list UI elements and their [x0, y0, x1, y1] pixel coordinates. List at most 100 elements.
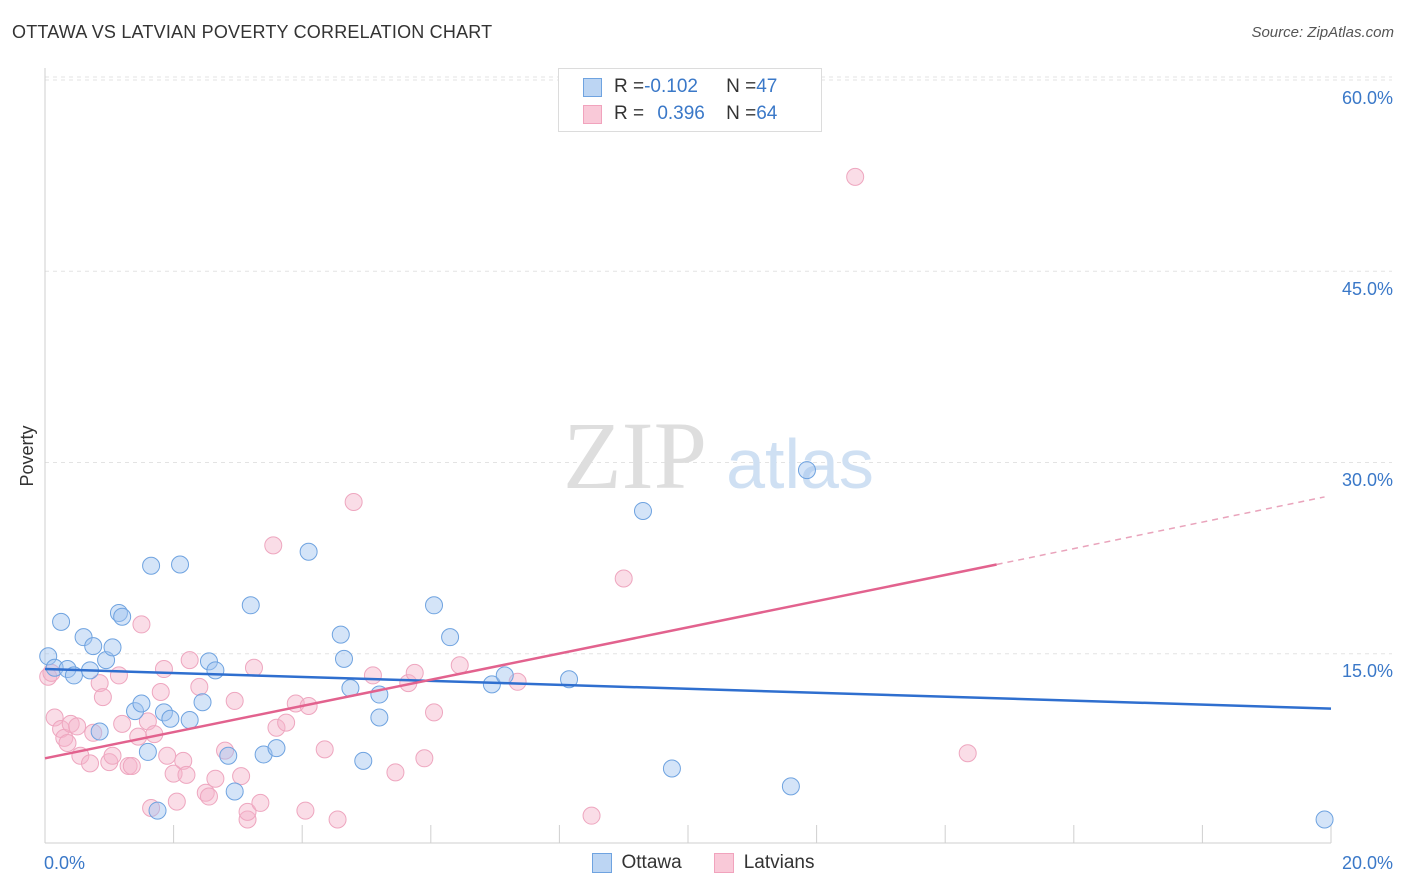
data-point-latvians: [113, 714, 132, 733]
y-tick-label: 30.0%: [1342, 470, 1393, 490]
data-point-latvians: [132, 615, 151, 634]
data-point-ottawa: [171, 555, 190, 574]
data-point-ottawa: [132, 694, 151, 713]
data-point-latvians: [425, 703, 444, 722]
n-label: N =: [726, 103, 757, 124]
data-point-latvians: [177, 765, 196, 784]
series-legend: Ottawa Latvians: [0, 852, 1406, 874]
data-point-ottawa: [560, 670, 579, 689]
data-point-latvians: [315, 740, 334, 759]
data-point-latvians: [68, 717, 87, 736]
data-point-ottawa: [241, 596, 260, 615]
data-point-ottawa: [90, 722, 109, 741]
n-label: N =: [726, 76, 757, 97]
data-point-ottawa: [84, 637, 103, 656]
data-point-latvians: [151, 683, 170, 701]
data-point-ottawa: [1315, 810, 1334, 829]
data-point-latvians: [167, 792, 186, 811]
latvians-swatch: [583, 104, 602, 124]
y-tick-label: 45.0%: [1342, 279, 1393, 299]
data-point-latvians: [216, 741, 235, 760]
data-point-latvians: [386, 763, 405, 782]
data-point-ottawa: [334, 649, 353, 668]
data-point-latvians: [93, 688, 112, 707]
legend-item-latvians[interactable]: Latvians: [713, 852, 814, 874]
data-point-latvians: [614, 569, 633, 588]
trend-line-latvians: [44, 563, 997, 760]
data-point-ottawa: [219, 746, 238, 765]
trend-line-ottawa: [44, 667, 1332, 710]
axes: [44, 68, 1332, 844]
latvians-legend-swatch: [713, 853, 734, 873]
data-point-latvians: [154, 660, 173, 679]
data-point-ottawa: [797, 461, 816, 480]
data-point-latvians: [238, 810, 257, 829]
data-point-latvians: [199, 787, 218, 806]
data-point-latvians: [103, 746, 122, 765]
data-point-ottawa: [781, 777, 800, 796]
data-point-ottawa: [103, 638, 122, 657]
data-point-latvians: [158, 746, 177, 765]
data-point-latvians: [122, 756, 141, 775]
data-point-latvians: [129, 727, 148, 746]
legend-label-ottawa: Ottawa: [621, 852, 682, 873]
y-tick-label: 60.0%: [1342, 88, 1393, 108]
y-tick-label: 15.0%: [1342, 661, 1393, 681]
data-point-latvians: [264, 536, 283, 555]
data-point-ottawa: [299, 542, 318, 561]
data-point-ottawa: [662, 759, 681, 778]
data-point-ottawa: [482, 675, 501, 694]
r-label: R =: [614, 76, 645, 97]
data-point-latvians: [582, 806, 601, 825]
legend-item-ottawa[interactable]: Ottawa: [591, 852, 682, 874]
watermark-zip: ZIP: [563, 402, 707, 509]
chart-title: OTTAWA VS LATVIAN POVERTY CORRELATION CH…: [12, 22, 493, 42]
x-tick-label: 0.0%: [44, 853, 85, 873]
data-point-ottawa: [148, 801, 167, 820]
data-point-ottawa: [180, 711, 199, 730]
data-point-latvians: [190, 677, 209, 696]
series-latvians: [39, 167, 977, 829]
data-point-latvians: [238, 802, 257, 821]
stats-legend: R = -0.102 N = 47 R = 0.396 N = 64: [558, 68, 822, 132]
data-point-ottawa: [267, 739, 286, 758]
source-label: Source: ZipAtlas.com: [1251, 24, 1394, 41]
ottawa-swatch: [583, 77, 602, 97]
data-point-latvians: [328, 810, 347, 829]
legend-row-ottawa: R = -0.102 N = 47: [583, 75, 777, 99]
trend-extension-latvians: [996, 496, 1325, 566]
series-ottawa: [39, 461, 1334, 829]
x-tick-label: 20.0%: [1342, 853, 1393, 873]
data-point-ottawa: [138, 742, 157, 761]
data-point-latvians: [81, 754, 100, 773]
data-point-latvians: [415, 749, 434, 768]
data-point-latvians: [267, 718, 286, 737]
data-point-ottawa: [193, 693, 212, 712]
data-point-ottawa: [113, 607, 132, 626]
data-point-ottawa: [225, 782, 244, 801]
r-value-latvians: 0.396: [657, 103, 705, 124]
r-value-ottawa: -0.102: [644, 76, 698, 97]
data-point-ottawa: [142, 556, 161, 575]
data-point-ottawa: [52, 612, 71, 631]
ottawa-legend-swatch: [591, 853, 612, 873]
data-point-ottawa: [354, 751, 373, 770]
data-point-latvians: [84, 723, 103, 742]
data-point-ottawa: [331, 625, 350, 644]
data-point-latvians: [296, 801, 315, 820]
data-point-latvians: [846, 167, 865, 186]
data-point-latvians: [277, 713, 296, 732]
data-point-latvians: [45, 708, 64, 727]
data-point-ottawa: [425, 596, 444, 615]
data-point-ottawa: [126, 702, 145, 721]
data-point-ottawa: [495, 666, 514, 685]
data-point-ottawa: [633, 501, 652, 520]
legend-row-latvians: R = 0.396 N = 64: [583, 102, 777, 126]
tick-labels: 15.0% 30.0% 45.0% 60.0% 0.0% 20.0%: [44, 88, 1393, 873]
data-point-latvians: [363, 666, 382, 685]
data-point-ottawa: [199, 652, 218, 671]
data-point-ottawa: [45, 658, 64, 677]
data-point-latvians: [958, 744, 977, 763]
data-point-ottawa: [370, 708, 389, 727]
